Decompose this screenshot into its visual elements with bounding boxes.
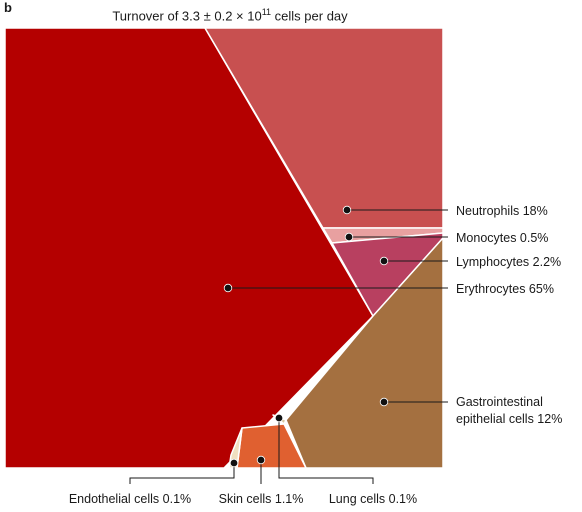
marker-dot-neutrophils: [342, 205, 352, 215]
label-monocytes: Monocytes 0.5%: [456, 231, 548, 245]
label-lymphocytes: Lymphocytes 2.2%: [456, 255, 561, 269]
label-line-lung-cells-1: Lung cells 0.1%: [329, 492, 417, 506]
marker-dot-lymphocytes: [379, 256, 389, 266]
marker-dot-skin-cells: [256, 455, 266, 465]
label-skin-cells: Skin cells 1.1%: [219, 492, 304, 506]
label-line-gastrointestinal-epithelial-cells-2: epithelial cells 12%: [456, 412, 562, 426]
label-endothelial-cells: Endothelial cells 0.1%: [69, 492, 191, 506]
label-line-monocytes-1: Monocytes 0.5%: [456, 231, 548, 245]
cell-region-erythrocytes: [4, 27, 374, 469]
label-line-gastrointestinal-epithelial-cells-1: Gastrointestinal: [456, 395, 543, 409]
label-erythrocytes: Erythrocytes 65%: [456, 282, 554, 296]
title-exponent: 11: [261, 7, 272, 17]
cell-region-endothelial-cells: [228, 427, 243, 469]
marker-dot-monocytes: [344, 232, 354, 242]
panel-letter: b: [4, 0, 12, 15]
leader-lines: [129, 205, 448, 484]
cell-regions: [4, 27, 444, 469]
marker-dot-lung-cells: [274, 413, 284, 423]
title-suffix: cells per day: [271, 8, 348, 24]
marker-dot-endothelial-cells: [229, 458, 239, 468]
leader-line-lung-cells: [278, 418, 374, 484]
leader-line-endothelial-cells: [129, 463, 235, 484]
label-line-skin-cells-1: Skin cells 1.1%: [219, 492, 304, 506]
cell-region-gastrointestinal-epithelial-cells: [285, 237, 444, 469]
label-neutrophils: Neutrophils 18%: [456, 204, 548, 218]
label-gastrointestinal-epithelial-cells: Gastrointestinal epithelial cells 12%: [456, 395, 562, 426]
title-prefix: Turnover of 3.3 ± 0.2 × 10: [112, 8, 262, 24]
chart-title: Turnover of 3.3 ± 0.2 × 1011 cells per d…: [0, 7, 460, 23]
label-lung-cells: Lung cells 0.1%: [329, 492, 417, 506]
marker-dot-gastrointestinal-epithelial-cells: [379, 397, 389, 407]
label-line-endothelial-cells-1: Endothelial cells 0.1%: [69, 492, 191, 506]
slice-labels: Neutrophils 18% Monocytes 0.5% Lymphocytes…: [69, 204, 562, 506]
label-line-erythrocytes-1: Erythrocytes 65%: [456, 282, 554, 296]
marker-dot-erythrocytes: [223, 283, 233, 293]
label-line-neutrophils-1: Neutrophils 18%: [456, 204, 548, 218]
label-line-lymphocytes-1: Lymphocytes 2.2%: [456, 255, 561, 269]
